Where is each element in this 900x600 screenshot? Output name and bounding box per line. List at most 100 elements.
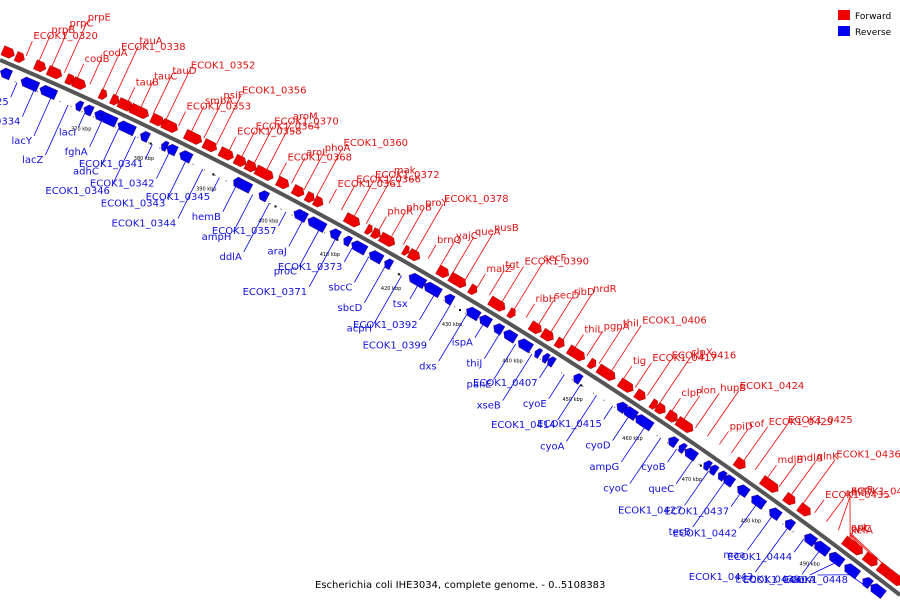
- reverse-gene-arrow: [737, 484, 751, 498]
- forward-gene-label-leader: [203, 100, 223, 139]
- reverse-gene-label-leader: [211, 177, 220, 192]
- forward-gene-label-leader: [427, 244, 437, 259]
- forward-gene-label: ECOK1_0352: [191, 60, 256, 71]
- reverse-gene-arrow: [101, 112, 119, 128]
- scale-dot: [656, 434, 658, 437]
- scale-dot: [539, 358, 541, 360]
- reverse-gene-label: cyoA: [540, 441, 565, 452]
- forward-gene-arrow: [369, 227, 381, 240]
- reverse-gene-label: ECOK1_0344: [112, 218, 177, 229]
- reverse-gene-arrow: [503, 329, 519, 344]
- forward-gene-label: ECOK1_0429: [769, 417, 834, 428]
- forward-gene-label: codB: [85, 54, 110, 65]
- forward-gene-label: ECOK1_0435: [825, 490, 890, 501]
- forward-gene-label-leader: [513, 262, 543, 311]
- reverse-gene-label: araJ: [268, 246, 287, 257]
- forward-gene-label-leader: [562, 293, 593, 341]
- reverse-gene-arrow: [517, 338, 534, 354]
- forward-gene-arrow: [447, 271, 467, 289]
- tick-mark: [459, 309, 462, 312]
- reverse-gene-arrow: [814, 540, 832, 557]
- forward-gene-label-leader: [598, 328, 623, 364]
- forward-gene-label: apt: [851, 523, 867, 534]
- reverse-gene-arrow: [547, 356, 557, 368]
- reverse-gene-label-leader: [22, 89, 35, 117]
- scale-dot: [666, 442, 669, 444]
- reverse-gene-label: panE: [466, 380, 491, 391]
- reverse-gene-label-leader: [363, 266, 386, 304]
- tick-label: 380 kbp: [134, 156, 154, 162]
- forward-gene-arrow: [71, 76, 87, 90]
- legend: Forward Reverse: [838, 10, 892, 38]
- forward-gene-arrow: [232, 153, 247, 167]
- forward-gene-label: tgt: [505, 260, 519, 271]
- forward-gene-label: malZ: [486, 264, 512, 275]
- forward-gene-label-leader: [574, 334, 584, 349]
- forward-gene-label-leader: [849, 535, 863, 549]
- scale-dot: [592, 392, 595, 394]
- tick-mark: [699, 464, 702, 467]
- forward-gene-label: phoA: [325, 143, 351, 154]
- reverse-gene-label-leader: [793, 539, 804, 553]
- reverse-gene-label: ECOK1_0392: [353, 320, 418, 331]
- reverse-gene-label: ECOK1_0415: [537, 419, 602, 430]
- forward-gene-arrow: [653, 402, 666, 415]
- reverse-gene-arrow: [236, 178, 254, 194]
- forward-gene-label: brnQ: [437, 235, 462, 246]
- forward-gene-label: ECOK1_0353: [187, 102, 252, 113]
- forward-gene-arrow: [109, 93, 120, 106]
- forward-gene-label-leader: [489, 270, 505, 296]
- forward-gene-label: tauD: [172, 66, 196, 77]
- tick-label: 450 kbp: [562, 397, 582, 403]
- reverse-gene-label-leader: [45, 104, 69, 156]
- forward-gene-label-leader: [178, 111, 186, 127]
- forward-gene-label-leader: [390, 212, 406, 238]
- forward-gene-label: acrR: [851, 485, 874, 496]
- forward-gene-label-leader: [743, 426, 768, 462]
- reverse-gene-label: ECOK1_0414: [491, 420, 556, 431]
- reverse-gene-arrow: [616, 401, 629, 414]
- scale-dot: [36, 90, 39, 93]
- reverse-gene-label-leader: [177, 168, 204, 219]
- reverse-gene-label: ECOK1_0444: [728, 552, 793, 563]
- forward-gene-label: prpC: [70, 19, 94, 30]
- forward-gene-label-leader: [402, 207, 425, 245]
- scale-dot: [214, 174, 216, 176]
- genome-backbone: [0, 58, 900, 597]
- reverse-gene-label: ECOK1_0371: [243, 287, 308, 298]
- forward-gene-label: ribD: [574, 287, 595, 298]
- reverse-gene-label: queC: [648, 484, 674, 495]
- forward-gene-label-leader: [89, 57, 103, 85]
- forward-gene-label: proY: [425, 198, 448, 209]
- reverse-gene-arrow: [844, 563, 862, 580]
- forward-gene-label: ECOK1_0417: [652, 353, 717, 364]
- forward-gene-label-leader: [241, 131, 255, 158]
- tick-mark: [397, 273, 400, 276]
- reverse-gene-label: ECOK1_0343: [101, 198, 166, 209]
- forward-gene-label: prpE: [88, 13, 111, 24]
- scale-dot: [367, 256, 369, 258]
- reverse-gene-arrow: [161, 140, 170, 152]
- forward-gene-label-leader: [165, 70, 191, 121]
- reverse-gene-arrow: [769, 507, 783, 521]
- scale-dot: [603, 399, 605, 401]
- forward-gene-label: ECOK1_0358: [237, 127, 302, 138]
- reverse-gene-label-leader: [738, 504, 757, 529]
- forward-gene-label: phoB: [406, 202, 432, 213]
- forward-gene-label-leader: [525, 303, 535, 318]
- scale-dot: [561, 372, 563, 374]
- forward-gene-arrow: [243, 159, 257, 173]
- forward-gene-label: ppiD: [730, 421, 753, 432]
- reverse-gene-arrow: [384, 258, 395, 270]
- forward-gene-label: tig: [633, 356, 646, 367]
- reverse-gene-label-leader: [233, 194, 254, 233]
- tick-label: 390 kbp: [196, 187, 216, 193]
- reverse-gene-arrow: [541, 352, 551, 364]
- forward-gene-arrow: [506, 307, 516, 319]
- forward-gene-label-leader: [586, 331, 603, 356]
- forward-gene-label: mak: [394, 166, 416, 177]
- forward-gene-label: aroM: [293, 111, 318, 122]
- scale-dot: [192, 163, 194, 165]
- forward-gene-arrow: [363, 223, 373, 235]
- reverse-gene-label: thiJ: [466, 359, 482, 370]
